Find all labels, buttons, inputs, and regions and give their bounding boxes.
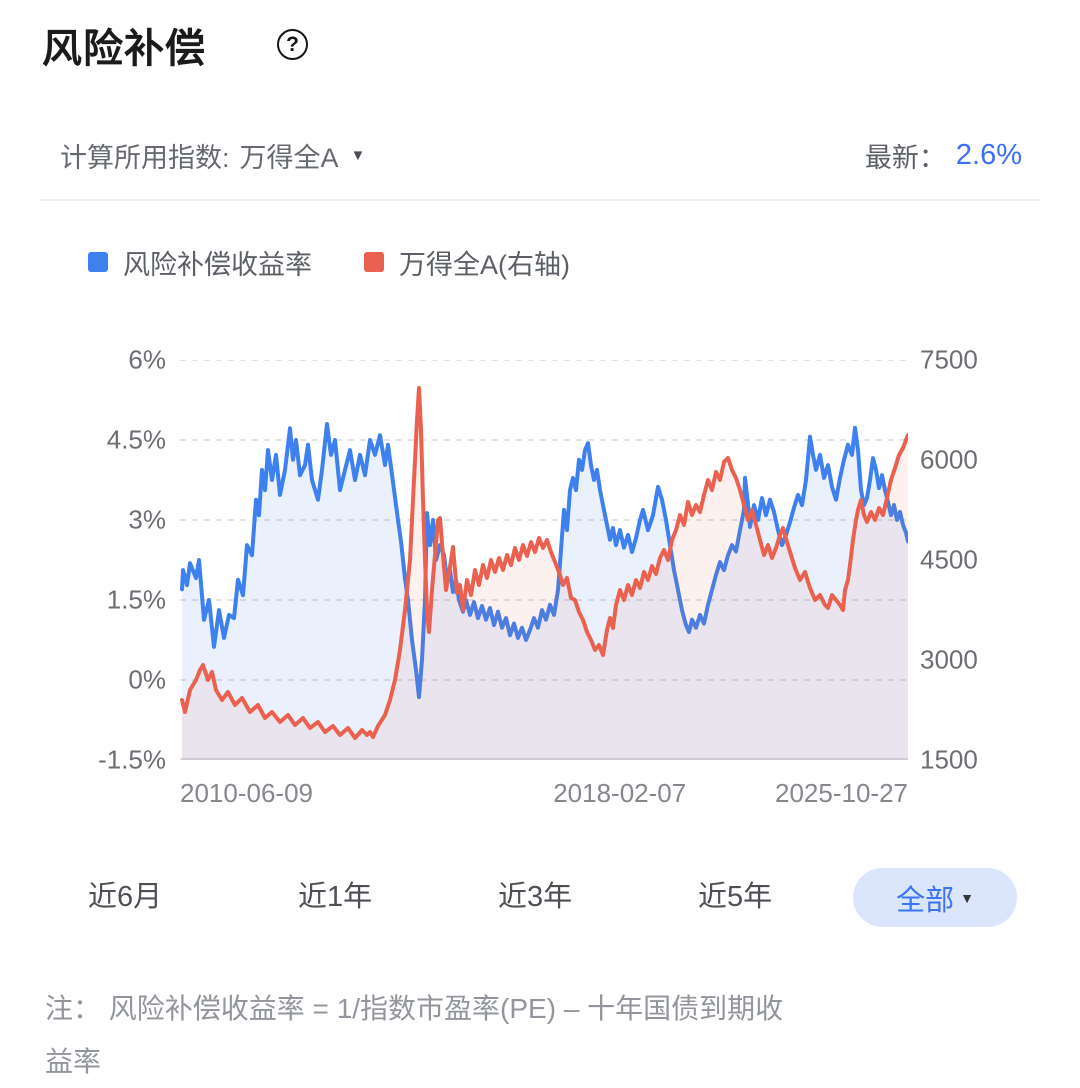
- series-area: [182, 388, 908, 760]
- range-tab[interactable]: 近6月: [88, 881, 163, 913]
- left-axis: 6% 4.5% 3% 1.5% 0% -1.5%: [0, 345, 166, 775]
- time-range-tabs: 近6月 近1年 近3年 近5年 全部 ▼: [0, 868, 1080, 927]
- series-area: [182, 424, 908, 760]
- left-axis-tick: 6%: [128, 344, 166, 375]
- left-axis-tick: 1.5%: [106, 584, 166, 615]
- range-tab-active[interactable]: 全部 ▼: [853, 868, 1017, 927]
- range-tab[interactable]: 近5年: [698, 881, 773, 913]
- footnote-line: 益率: [45, 1046, 102, 1077]
- right-axis-tick: 6000: [920, 444, 978, 475]
- legend-swatch-icon: [364, 252, 384, 272]
- chevron-down-icon: ▼: [960, 889, 974, 906]
- x-axis-label: 2025-10-27: [775, 778, 908, 808]
- legend-item[interactable]: 风险补偿收益率: [88, 243, 312, 282]
- latest-value: 2.6%: [955, 138, 1022, 171]
- left-axis-tick: -1.5%: [98, 744, 166, 775]
- index-selector[interactable]: 计算所用指数: 万得全A ▼: [60, 138, 366, 173]
- latest-value-row: 最新： 2.6%: [864, 138, 1022, 173]
- index-selector-label: 计算所用指数:: [60, 142, 230, 173]
- left-axis-tick: 4.5%: [106, 424, 166, 455]
- plot-region[interactable]: [180, 359, 910, 760]
- index-selector-value: 万得全A: [239, 142, 339, 173]
- x-axis: 2010-06-09 2018-02-07 2025-10-27: [180, 778, 908, 812]
- series-line: [180, 422, 910, 700]
- right-axis-tick: 4500: [920, 544, 978, 575]
- footnote-line: 注： 风险补偿收益率 = 1/指数市盈率(PE) – 十年国债到期收: [45, 993, 784, 1024]
- x-axis-label: 2010-06-09: [180, 778, 313, 808]
- chart-legend: 风险补偿收益率 万得全A(右轴): [88, 247, 622, 280]
- legend-swatch-icon: [88, 252, 108, 272]
- legend-label: 风险补偿收益率: [123, 249, 312, 280]
- right-axis: 7500 6000 4500 3000 1500: [920, 345, 1040, 775]
- right-axis-tick: 1500: [920, 744, 978, 775]
- left-axis-tick: 3%: [128, 504, 166, 535]
- series-line: [180, 386, 910, 740]
- legend-item[interactable]: 万得全A(右轴): [364, 243, 570, 282]
- chevron-down-icon: ▼: [350, 146, 366, 164]
- line-chart-svg: [180, 359, 910, 760]
- question-mark: ?: [286, 32, 299, 56]
- header-divider: [40, 199, 1040, 201]
- right-axis-tick: 7500: [920, 344, 978, 375]
- latest-label: 最新：: [864, 142, 946, 173]
- chart-area: 6% 4.5% 3% 1.5% 0% -1.5% 7500 6000 4500 3000 1500…: [0, 345, 1080, 809]
- range-tab[interactable]: 近3年: [498, 881, 573, 913]
- right-axis-tick: 3000: [920, 644, 978, 675]
- x-axis-label: 2018-02-07: [553, 778, 687, 808]
- legend-label: 万得全A(右轴): [399, 249, 570, 280]
- help-icon[interactable]: ?: [277, 29, 308, 60]
- left-axis-tick: 0%: [128, 664, 166, 695]
- page-title: 风险补偿: [42, 27, 206, 71]
- footnote: 注： 风险补偿收益率 = 1/指数市盈率(PE) – 十年国债到期收 益率: [45, 982, 1025, 1088]
- range-tab-label: 全部: [896, 884, 955, 917]
- range-tab[interactable]: 近1年: [298, 881, 373, 913]
